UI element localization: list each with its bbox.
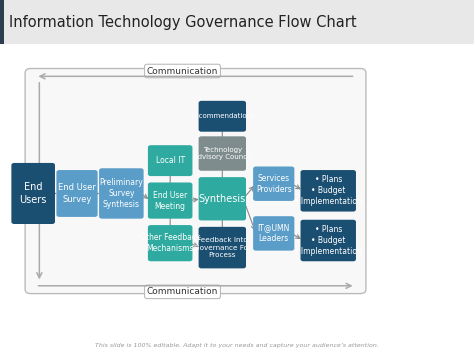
- FancyBboxPatch shape: [0, 0, 4, 44]
- Text: IT@UMN
Leaders: IT@UMN Leaders: [257, 223, 290, 244]
- Text: End User
Meeting: End User Meeting: [153, 191, 187, 211]
- Text: • Plans
• Budget
• Implementation: • Plans • Budget • Implementation: [294, 225, 362, 256]
- Text: End User
Survey: End User Survey: [58, 184, 96, 203]
- Text: • Plans
• Budget
• Implementation: • Plans • Budget • Implementation: [294, 175, 362, 206]
- FancyBboxPatch shape: [56, 170, 98, 217]
- FancyBboxPatch shape: [148, 182, 192, 219]
- Text: Feedback Into
Governance For
Process: Feedback Into Governance For Process: [194, 237, 251, 258]
- FancyBboxPatch shape: [148, 145, 192, 176]
- FancyBboxPatch shape: [99, 168, 144, 219]
- FancyBboxPatch shape: [0, 0, 474, 44]
- Text: Recommendations: Recommendations: [190, 113, 255, 119]
- FancyBboxPatch shape: [301, 220, 356, 261]
- FancyBboxPatch shape: [253, 216, 294, 251]
- FancyBboxPatch shape: [199, 101, 246, 132]
- Text: Synthesis: Synthesis: [199, 194, 246, 204]
- Text: Communication: Communication: [147, 287, 218, 296]
- Text: Communication: Communication: [147, 66, 218, 76]
- Text: Technology
Advisory Council: Technology Advisory Council: [193, 147, 251, 160]
- Text: Other Feedback
Mechanisms: Other Feedback Mechanisms: [140, 233, 201, 253]
- Text: Local IT: Local IT: [155, 156, 185, 165]
- FancyBboxPatch shape: [199, 227, 246, 268]
- FancyBboxPatch shape: [253, 166, 294, 201]
- FancyBboxPatch shape: [148, 225, 192, 261]
- Text: Services
Providers: Services Providers: [256, 174, 292, 194]
- FancyBboxPatch shape: [0, 44, 474, 355]
- FancyBboxPatch shape: [11, 163, 55, 224]
- Text: Information Technology Governance Flow Chart: Information Technology Governance Flow C…: [9, 15, 357, 30]
- FancyBboxPatch shape: [199, 177, 246, 220]
- Text: This slide is 100% editable. Adapt it to your needs and capture your audience’s : This slide is 100% editable. Adapt it to…: [95, 343, 379, 348]
- Text: End
Users: End Users: [19, 182, 47, 205]
- Text: Preliminary
Survey
Synthesis: Preliminary Survey Synthesis: [100, 178, 143, 209]
- FancyBboxPatch shape: [199, 136, 246, 171]
- FancyBboxPatch shape: [25, 69, 366, 294]
- FancyBboxPatch shape: [301, 170, 356, 212]
